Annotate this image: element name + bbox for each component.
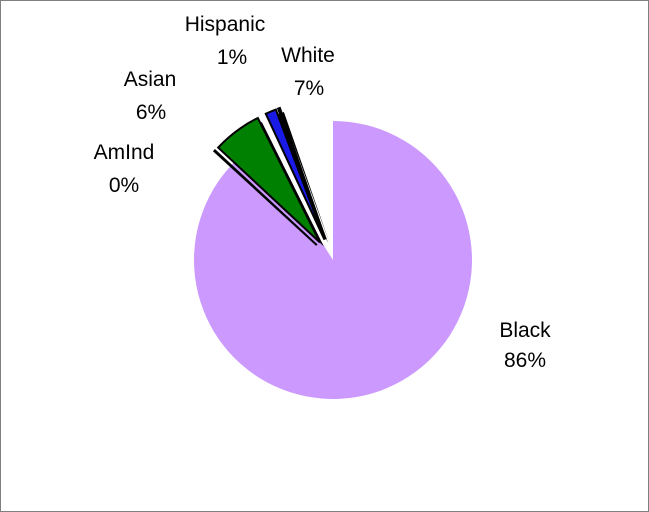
slice-label-black-name: Black: [499, 319, 551, 342]
pie-slice-amind: [212, 149, 318, 246]
slice-label-hispanic-value: 1%: [217, 46, 247, 69]
slices-layer: [194, 106, 472, 399]
slice-label-hispanic-name: Hispanic: [185, 13, 266, 36]
slice-label-amind-value: 0%: [109, 174, 139, 197]
slice-label-white-name: White: [281, 44, 335, 67]
slice-label-asian-value: 6%: [136, 101, 166, 124]
pie-slice-asian: [216, 116, 321, 244]
pie-slice-shadow-hispanic: [282, 112, 330, 244]
slice-label-amind-name: AmInd: [94, 141, 155, 164]
pie-slice-white: [264, 108, 326, 241]
slice-label-asian-name: Asian: [124, 68, 177, 91]
slice-label-black-value: 86%: [504, 349, 546, 372]
pie-slice-hispanic: [276, 106, 327, 240]
labels-layer: Hispanic 1% White 7% Asian 6% AmInd 0% B…: [94, 13, 552, 372]
slice-label-white-value: 7%: [294, 77, 324, 100]
